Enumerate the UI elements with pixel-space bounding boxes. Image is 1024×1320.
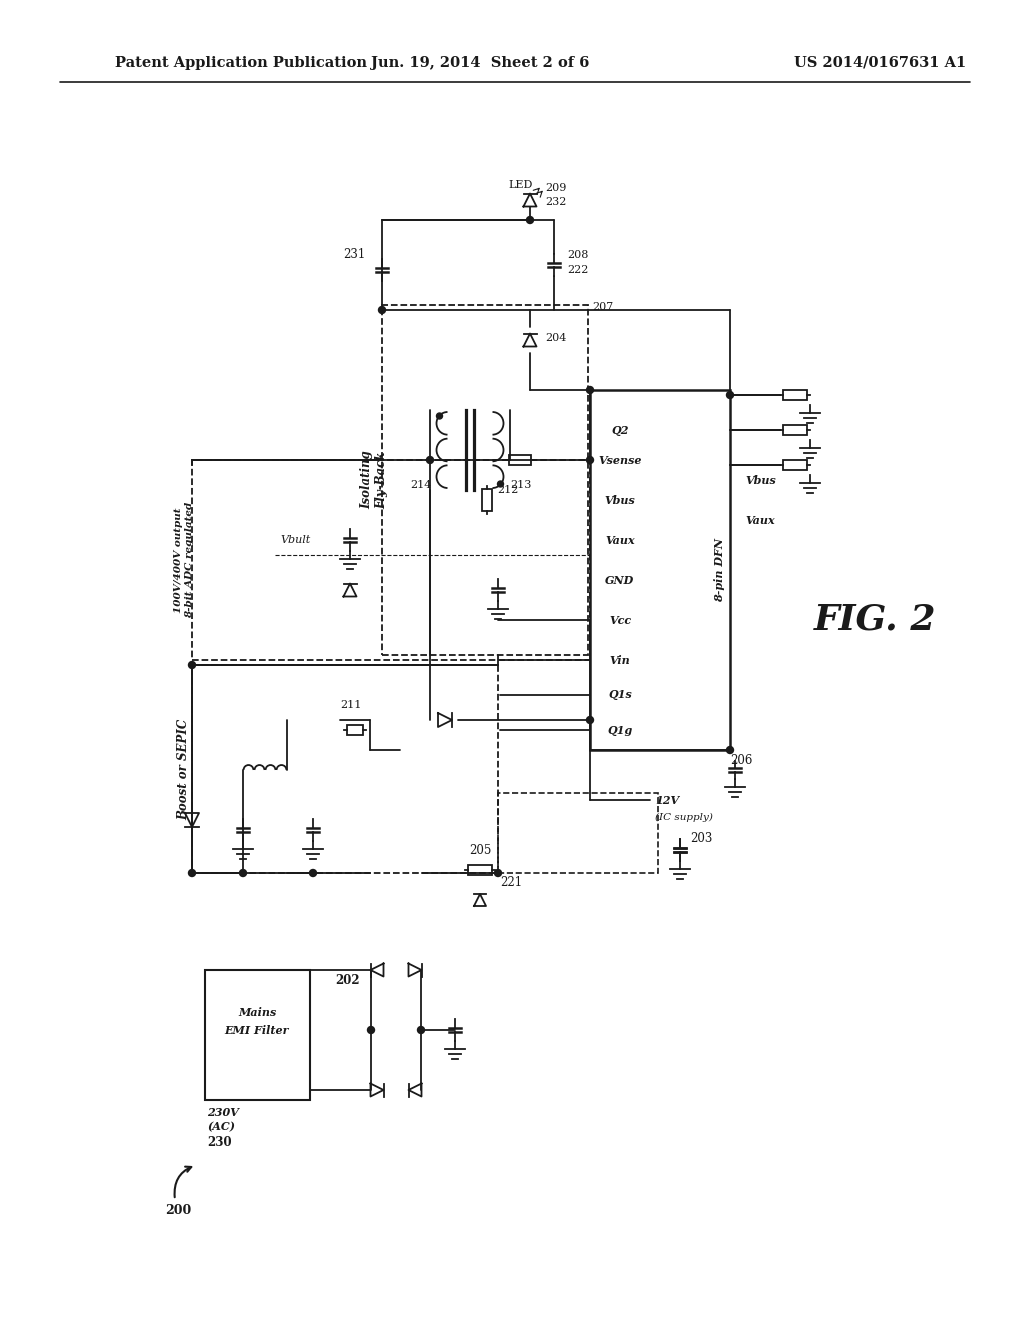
Text: Q2: Q2 xyxy=(611,425,629,436)
Text: Vsense: Vsense xyxy=(598,454,642,466)
Text: 205: 205 xyxy=(469,843,492,857)
Text: Q1s: Q1s xyxy=(608,689,632,701)
Text: Patent Application Publication: Patent Application Publication xyxy=(115,55,367,70)
Circle shape xyxy=(427,457,433,463)
Circle shape xyxy=(498,480,504,487)
Text: Vaux: Vaux xyxy=(745,515,774,525)
Circle shape xyxy=(587,457,594,463)
Text: 214: 214 xyxy=(410,480,431,490)
Text: Vbus: Vbus xyxy=(604,495,635,506)
Text: 200: 200 xyxy=(165,1204,191,1217)
Circle shape xyxy=(587,717,594,723)
Circle shape xyxy=(726,392,733,399)
Text: FIG. 2: FIG. 2 xyxy=(814,603,936,638)
Circle shape xyxy=(188,870,196,876)
Text: LED: LED xyxy=(508,180,532,190)
Text: Vin: Vin xyxy=(609,655,631,665)
Text: 211: 211 xyxy=(340,700,361,710)
Circle shape xyxy=(368,1027,375,1034)
Text: Mains: Mains xyxy=(238,1007,276,1019)
Bar xyxy=(783,425,807,436)
Text: 221: 221 xyxy=(500,876,522,890)
Text: 230: 230 xyxy=(207,1137,231,1150)
Circle shape xyxy=(495,870,502,876)
Bar xyxy=(382,305,588,655)
Text: 100V/400V output
8-bit ADC regulated: 100V/400V output 8-bit ADC regulated xyxy=(174,502,194,618)
Bar xyxy=(193,459,590,660)
Text: 206: 206 xyxy=(730,754,753,767)
Text: GND: GND xyxy=(605,574,635,586)
Bar xyxy=(498,793,658,873)
Bar xyxy=(468,865,492,875)
Text: 8-pin DFN: 8-pin DFN xyxy=(715,539,725,602)
Text: 209: 209 xyxy=(545,183,566,193)
Circle shape xyxy=(726,747,733,754)
Circle shape xyxy=(587,387,594,393)
Text: Vcc: Vcc xyxy=(609,615,631,626)
Text: Vbult: Vbult xyxy=(280,535,310,545)
Circle shape xyxy=(418,1027,425,1034)
Text: 203: 203 xyxy=(690,832,713,845)
Text: 207: 207 xyxy=(592,302,613,312)
Text: 12V: 12V xyxy=(655,795,679,805)
Circle shape xyxy=(240,870,247,876)
Text: 231: 231 xyxy=(343,248,365,261)
Text: Vaux: Vaux xyxy=(605,535,635,545)
Bar xyxy=(509,455,531,465)
Text: 213: 213 xyxy=(510,480,531,490)
Bar xyxy=(590,389,730,750)
Text: Vbus: Vbus xyxy=(745,474,776,486)
Bar xyxy=(783,459,807,470)
Circle shape xyxy=(309,870,316,876)
Text: 212: 212 xyxy=(497,484,518,495)
Circle shape xyxy=(379,306,385,314)
Circle shape xyxy=(188,661,196,668)
Bar xyxy=(482,488,492,511)
Text: EMI Filter: EMI Filter xyxy=(224,1024,289,1035)
Text: Jun. 19, 2014  Sheet 2 of 6: Jun. 19, 2014 Sheet 2 of 6 xyxy=(371,55,589,70)
Text: 222: 222 xyxy=(567,265,589,275)
Text: Isolating
Fly-Back: Isolating Fly-Back xyxy=(360,450,388,510)
Text: US 2014/0167631 A1: US 2014/0167631 A1 xyxy=(794,55,966,70)
Circle shape xyxy=(436,413,442,418)
Text: (IC supply): (IC supply) xyxy=(655,812,713,821)
Bar xyxy=(783,389,807,400)
Text: 204: 204 xyxy=(545,333,566,343)
Text: 230V: 230V xyxy=(207,1106,239,1118)
Text: (AC): (AC) xyxy=(207,1122,234,1133)
Text: 232: 232 xyxy=(545,197,566,207)
Text: Q1g: Q1g xyxy=(607,725,633,735)
Bar xyxy=(205,970,310,1100)
Circle shape xyxy=(526,216,534,223)
Bar xyxy=(193,665,498,873)
Text: Boost or SEPIC: Boost or SEPIC xyxy=(177,718,190,820)
Bar xyxy=(347,725,362,735)
Text: 208: 208 xyxy=(567,249,589,260)
Text: 202: 202 xyxy=(335,974,359,986)
